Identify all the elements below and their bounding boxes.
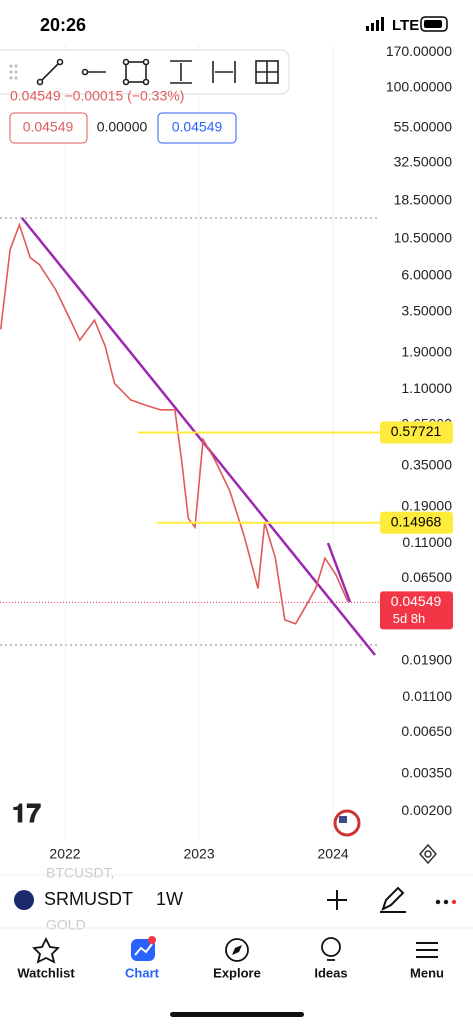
nav-label[interactable]: Watchlist [17,965,75,980]
ray-tool[interactable] [81,68,107,76]
y-tick-label: 3.50000 [401,303,452,319]
y-tick-label: 1.10000 [401,380,452,396]
price-line [0,222,349,625]
y-tick-label: 6.00000 [401,267,452,283]
interval[interactable]: 1W [156,889,183,909]
drawing-toolbar[interactable] [0,49,290,95]
ask-box[interactable] [157,112,237,144]
y-tick-label: 0.11000 [402,534,452,550]
bid-box[interactable] [9,112,88,144]
y-tick-label: 170.00000 [386,43,452,59]
y-tick-label: 55.00000 [394,119,453,135]
y-tick-label: 100.00000 [386,79,452,95]
x-tick-label: 2023 [183,846,214,862]
trend-line-tool[interactable] [36,58,64,86]
grip [9,64,18,80]
y-tick-label: 0.00200 [401,802,452,818]
nav-label[interactable]: Ideas [314,965,347,980]
trend-line [21,217,376,656]
quote-legend: 0.04549 −0.00015 (−0.33%) [10,88,184,104]
toolbar-bg [0,49,290,95]
last-price-label: 0.04549 [391,593,442,609]
level-label: 0.57721 [391,423,442,439]
date-price-tool[interactable] [255,60,279,84]
y-tick-label: 0.00650 [401,723,452,739]
ideas-icon[interactable] [321,937,341,961]
y-tick-label: 0.35000 [401,457,452,473]
rect-tool[interactable] [122,58,150,86]
x-tick-label: 2024 [318,846,349,862]
symbol-icon [14,890,34,910]
price-range-tool[interactable] [170,60,192,84]
level-label-bg [380,511,453,534]
settings-icon[interactable] [418,843,438,865]
date-range-tool[interactable] [212,61,236,83]
y-tick-label: 0.19000 [401,497,452,513]
nav-label[interactable]: Chart [125,965,160,980]
watchlist-icon[interactable] [32,936,60,964]
y-tick-label: 18.50000 [394,191,453,207]
signal-icon [366,17,384,31]
countdown: 5d 8h [393,611,426,626]
draw-button[interactable] [380,886,406,913]
bid: 0.04549 [23,119,74,135]
y-tick-label: 0.06500 [401,569,452,585]
level-label: 0.14968 [391,513,442,529]
y-tick-label: 10.50000 [394,229,453,245]
trend-line [326,542,352,603]
battery [420,16,448,32]
ghost-symbol: GOLD [46,917,86,933]
home-indicator [170,1012,304,1017]
menu-icon[interactable] [416,942,438,958]
us-flag[interactable] [333,809,361,837]
y-tick-label: 32.50000 [394,154,453,170]
chart-icon[interactable] [131,936,156,961]
more-button[interactable] [435,899,457,905]
chart-area: 2022 2023 2024 170.00000 100.00000 55.00000 32… [0,43,452,862]
level-label-bg [380,421,453,444]
y-tick-label: 0.01900 [401,651,452,667]
tv-logo: 𝟏𝟕 [12,798,41,828]
ghost-symbol: BTCUSDT, [46,865,114,881]
spread: 0.00000 [97,119,148,135]
nav-label[interactable]: Menu [410,965,444,980]
symbol[interactable]: SRMUSDT [44,889,133,909]
ask: 0.04549 [172,119,223,135]
nav-label[interactable]: Explore [213,965,261,980]
network: LTE [392,17,419,34]
x-tick-label: 2022 [49,846,80,862]
y-tick-label: 1.90000 [401,344,452,360]
add-button[interactable] [327,890,347,910]
y-tick-label: 0.00350 [401,764,452,780]
last-price-bg [380,591,453,630]
explore-icon[interactable] [225,938,249,962]
clock: 20:26 [40,15,86,35]
y-tick-label: 0.01100 [402,688,452,704]
